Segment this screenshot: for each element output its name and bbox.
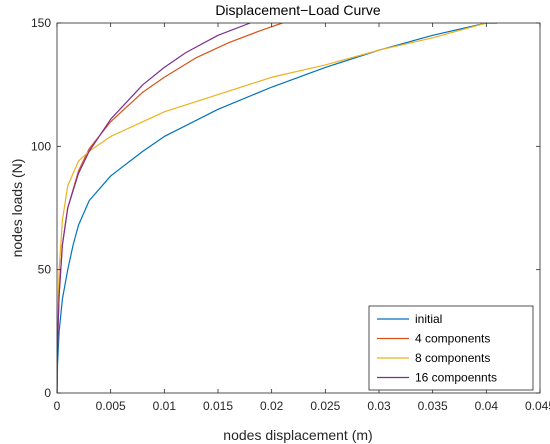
x-tick-label: 0.035 <box>418 399 448 413</box>
x-tick-label: 0.005 <box>96 399 126 413</box>
legend-label-4: 16 compoennts <box>415 371 497 385</box>
x-tick-label: 0.025 <box>310 399 340 413</box>
legend-label-2: 4 components <box>415 332 490 346</box>
legend-label-3: 8 components <box>415 351 490 365</box>
legend-label-1: initial <box>415 312 442 326</box>
x-tick-label: 0 <box>54 399 61 413</box>
x-tick-label: 0.04 <box>475 399 499 413</box>
x-axis-label: nodes displacement (m) <box>223 427 372 443</box>
y-axis-label: nodes loads (N) <box>9 159 25 258</box>
y-tick-label: 150 <box>31 16 51 30</box>
chart-title: Displacement−Load Curve <box>215 2 381 18</box>
axes: 0 0.005 0.01 0.015 0.02 0.025 0.03 0.035 0.04 0.0… <box>31 16 550 413</box>
y-tick-label: 0 <box>44 386 51 400</box>
axes-box <box>56 22 541 394</box>
x-tick-label: 0.045 <box>525 399 550 413</box>
y-tick-label: 100 <box>31 139 51 153</box>
y-tick-label: 50 <box>38 263 52 277</box>
legend-box <box>368 305 534 391</box>
x-tick-label: 0.02 <box>260 399 284 413</box>
series-line-3 <box>57 23 487 393</box>
x-tick-label: 0.03 <box>367 399 391 413</box>
series-line-4 <box>57 23 251 393</box>
x-tick-label: 0.015 <box>203 399 233 413</box>
x-tick-label: 0.01 <box>153 399 177 413</box>
legend: initial 4 components 8 components 16 compoe… <box>368 305 534 391</box>
